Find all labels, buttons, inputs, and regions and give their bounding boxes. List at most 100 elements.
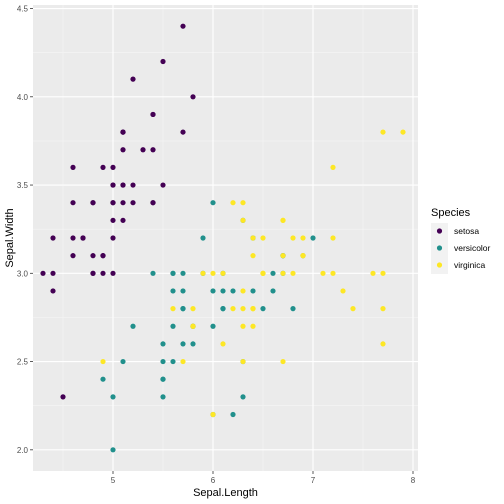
point-versicolor xyxy=(220,306,226,312)
point-setosa xyxy=(150,147,156,153)
legend-keys: setosa versicolor virginica xyxy=(431,223,491,274)
point-virginica xyxy=(220,270,226,276)
legend-label-setosa: setosa xyxy=(454,226,479,236)
point-versicolor xyxy=(160,376,166,382)
point-versicolor xyxy=(150,270,156,276)
point-virginica xyxy=(100,358,106,365)
y-axis-title: Sepal.Width xyxy=(4,208,16,267)
point-versicolor xyxy=(170,270,176,276)
point-versicolor xyxy=(190,341,196,347)
point-virginica xyxy=(250,235,256,241)
point-setosa xyxy=(140,147,146,153)
x-axis-ticks: 5 6 7 8 xyxy=(111,471,416,485)
point-setosa xyxy=(90,270,96,276)
point-setosa xyxy=(130,182,136,188)
point-virginica xyxy=(280,253,286,259)
point-virginica xyxy=(240,323,246,329)
point-versicolor xyxy=(100,376,106,382)
point-setosa xyxy=(100,270,106,276)
point-versicolor xyxy=(160,341,166,347)
point-virginica xyxy=(230,200,236,206)
point-versicolor xyxy=(200,235,206,241)
point-virginica xyxy=(240,200,246,206)
point-versicolor xyxy=(250,288,256,294)
point-versicolor xyxy=(120,358,126,365)
point-setosa xyxy=(90,253,96,259)
point-virginica xyxy=(250,306,256,312)
point-virginica xyxy=(190,323,196,329)
point-virginica xyxy=(170,306,176,312)
point-setosa xyxy=(110,217,116,223)
point-versicolor xyxy=(180,288,186,294)
point-setosa xyxy=(120,147,126,153)
point-setosa xyxy=(110,200,116,206)
point-setosa xyxy=(50,288,56,294)
point-setosa xyxy=(120,200,126,206)
point-setosa xyxy=(80,235,86,241)
point-setosa xyxy=(70,235,76,241)
point-versicolor xyxy=(180,341,186,347)
point-virginica xyxy=(190,306,196,312)
point-setosa xyxy=(50,270,56,276)
y-tick-label: 2.0 xyxy=(17,446,29,455)
x-tick-label: 7 xyxy=(311,476,316,485)
y-tick-label: 3.5 xyxy=(17,181,29,190)
point-setosa xyxy=(110,270,116,276)
point-setosa xyxy=(130,76,136,82)
x-tick-label: 8 xyxy=(411,476,416,485)
point-versicolor xyxy=(180,270,186,276)
point-versicolor xyxy=(180,306,186,312)
point-setosa xyxy=(130,200,136,206)
data-points xyxy=(40,23,406,453)
point-virginica xyxy=(240,358,246,365)
point-virginica xyxy=(350,306,356,312)
legend-swatch-setosa xyxy=(436,228,443,234)
y-axis-ticks: 2.0 2.5 3.0 3.5 4.0 4.5 xyxy=(17,5,33,455)
point-versicolor xyxy=(110,447,116,453)
point-virginica xyxy=(240,217,246,223)
point-virginica xyxy=(260,235,266,241)
point-virginica xyxy=(290,235,296,241)
x-tick-label: 6 xyxy=(211,476,216,485)
point-setosa xyxy=(120,217,126,223)
point-setosa xyxy=(180,129,186,135)
x-tick-label: 5 xyxy=(111,476,116,485)
point-setosa xyxy=(70,164,76,170)
point-versicolor xyxy=(170,323,176,329)
legend-swatch-virginica xyxy=(436,262,443,268)
point-versicolor xyxy=(230,411,236,418)
point-versicolor xyxy=(160,394,166,400)
point-versicolor xyxy=(270,288,276,294)
point-virginica xyxy=(400,129,406,135)
point-versicolor xyxy=(210,323,216,329)
point-virginica xyxy=(240,306,246,312)
point-virginica xyxy=(280,270,286,276)
point-setosa xyxy=(90,200,96,206)
legend-label-versicolor: versicolor xyxy=(454,243,491,253)
plot-panel xyxy=(33,5,418,471)
point-setosa xyxy=(120,129,126,135)
point-versicolor xyxy=(240,394,246,400)
point-versicolor xyxy=(270,270,276,276)
point-setosa xyxy=(180,23,186,29)
point-virginica xyxy=(240,288,246,294)
point-virginica xyxy=(250,323,256,329)
point-setosa xyxy=(70,200,76,206)
legend-label-virginica: virginica xyxy=(454,260,485,270)
legend: Species setosa versicolor virginica xyxy=(431,207,491,274)
point-setosa xyxy=(40,270,46,276)
point-virginica xyxy=(180,358,186,365)
point-versicolor xyxy=(310,235,316,241)
point-versicolor xyxy=(170,358,176,365)
point-setosa xyxy=(70,253,76,259)
point-versicolor xyxy=(160,358,166,365)
y-tick-label: 4.5 xyxy=(17,5,29,14)
y-tick-label: 2.5 xyxy=(17,358,29,367)
point-setosa xyxy=(100,253,106,259)
point-setosa xyxy=(110,164,116,170)
point-virginica xyxy=(300,235,306,241)
point-virginica xyxy=(200,270,206,276)
point-virginica xyxy=(210,411,216,418)
point-virginica xyxy=(340,288,346,294)
